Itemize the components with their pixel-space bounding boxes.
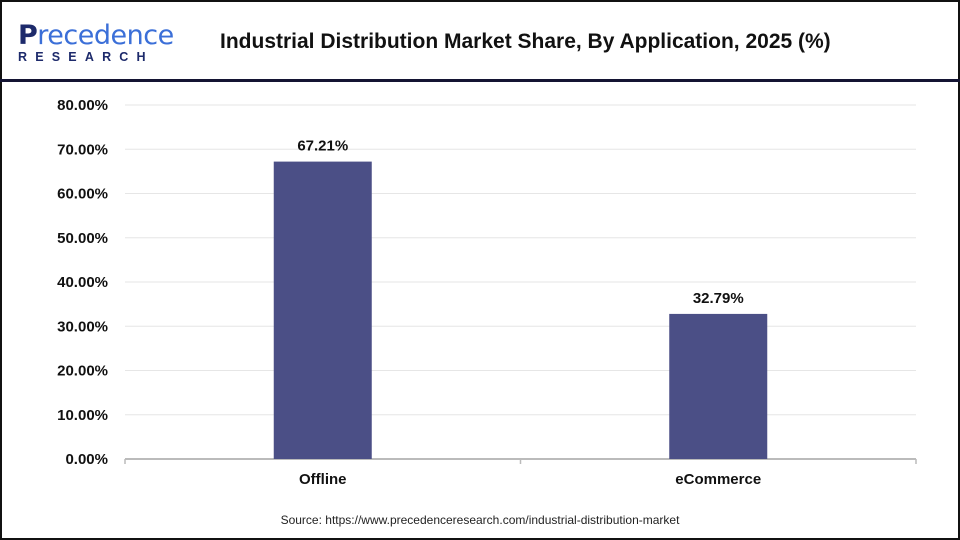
y-tick-label: 40.00%	[57, 274, 108, 291]
header-divider	[0, 79, 960, 82]
bar-ecommerce	[669, 313, 768, 459]
y-tick-label: 30.00%	[57, 318, 108, 335]
bar-offline	[273, 161, 372, 459]
data-label: 32.79%	[693, 290, 744, 307]
y-tick-label: 60.00%	[57, 186, 108, 203]
y-tick-label: 10.00%	[57, 407, 108, 424]
logo-main-text: Precedence	[18, 20, 174, 51]
x-tick-label: eCommerce	[675, 471, 761, 488]
y-tick-label: 50.00%	[57, 230, 108, 247]
y-tick-label: 70.00%	[57, 141, 108, 158]
x-tick-label: Offline	[299, 471, 347, 488]
logo-sub-text: RESEARCH	[18, 50, 154, 64]
y-tick-label: 20.00%	[57, 363, 108, 380]
chart-title: Industrial Distribution Market Share, By…	[220, 30, 831, 53]
source-note: Source: https://www.precedenceresearch.c…	[280, 513, 680, 527]
precedence-research-logo: Precedence RESEARCH	[18, 22, 174, 64]
y-tick-label: 0.00%	[65, 451, 108, 468]
y-tick-label: 80.00%	[57, 97, 108, 114]
data-label: 67.21%	[297, 138, 348, 155]
